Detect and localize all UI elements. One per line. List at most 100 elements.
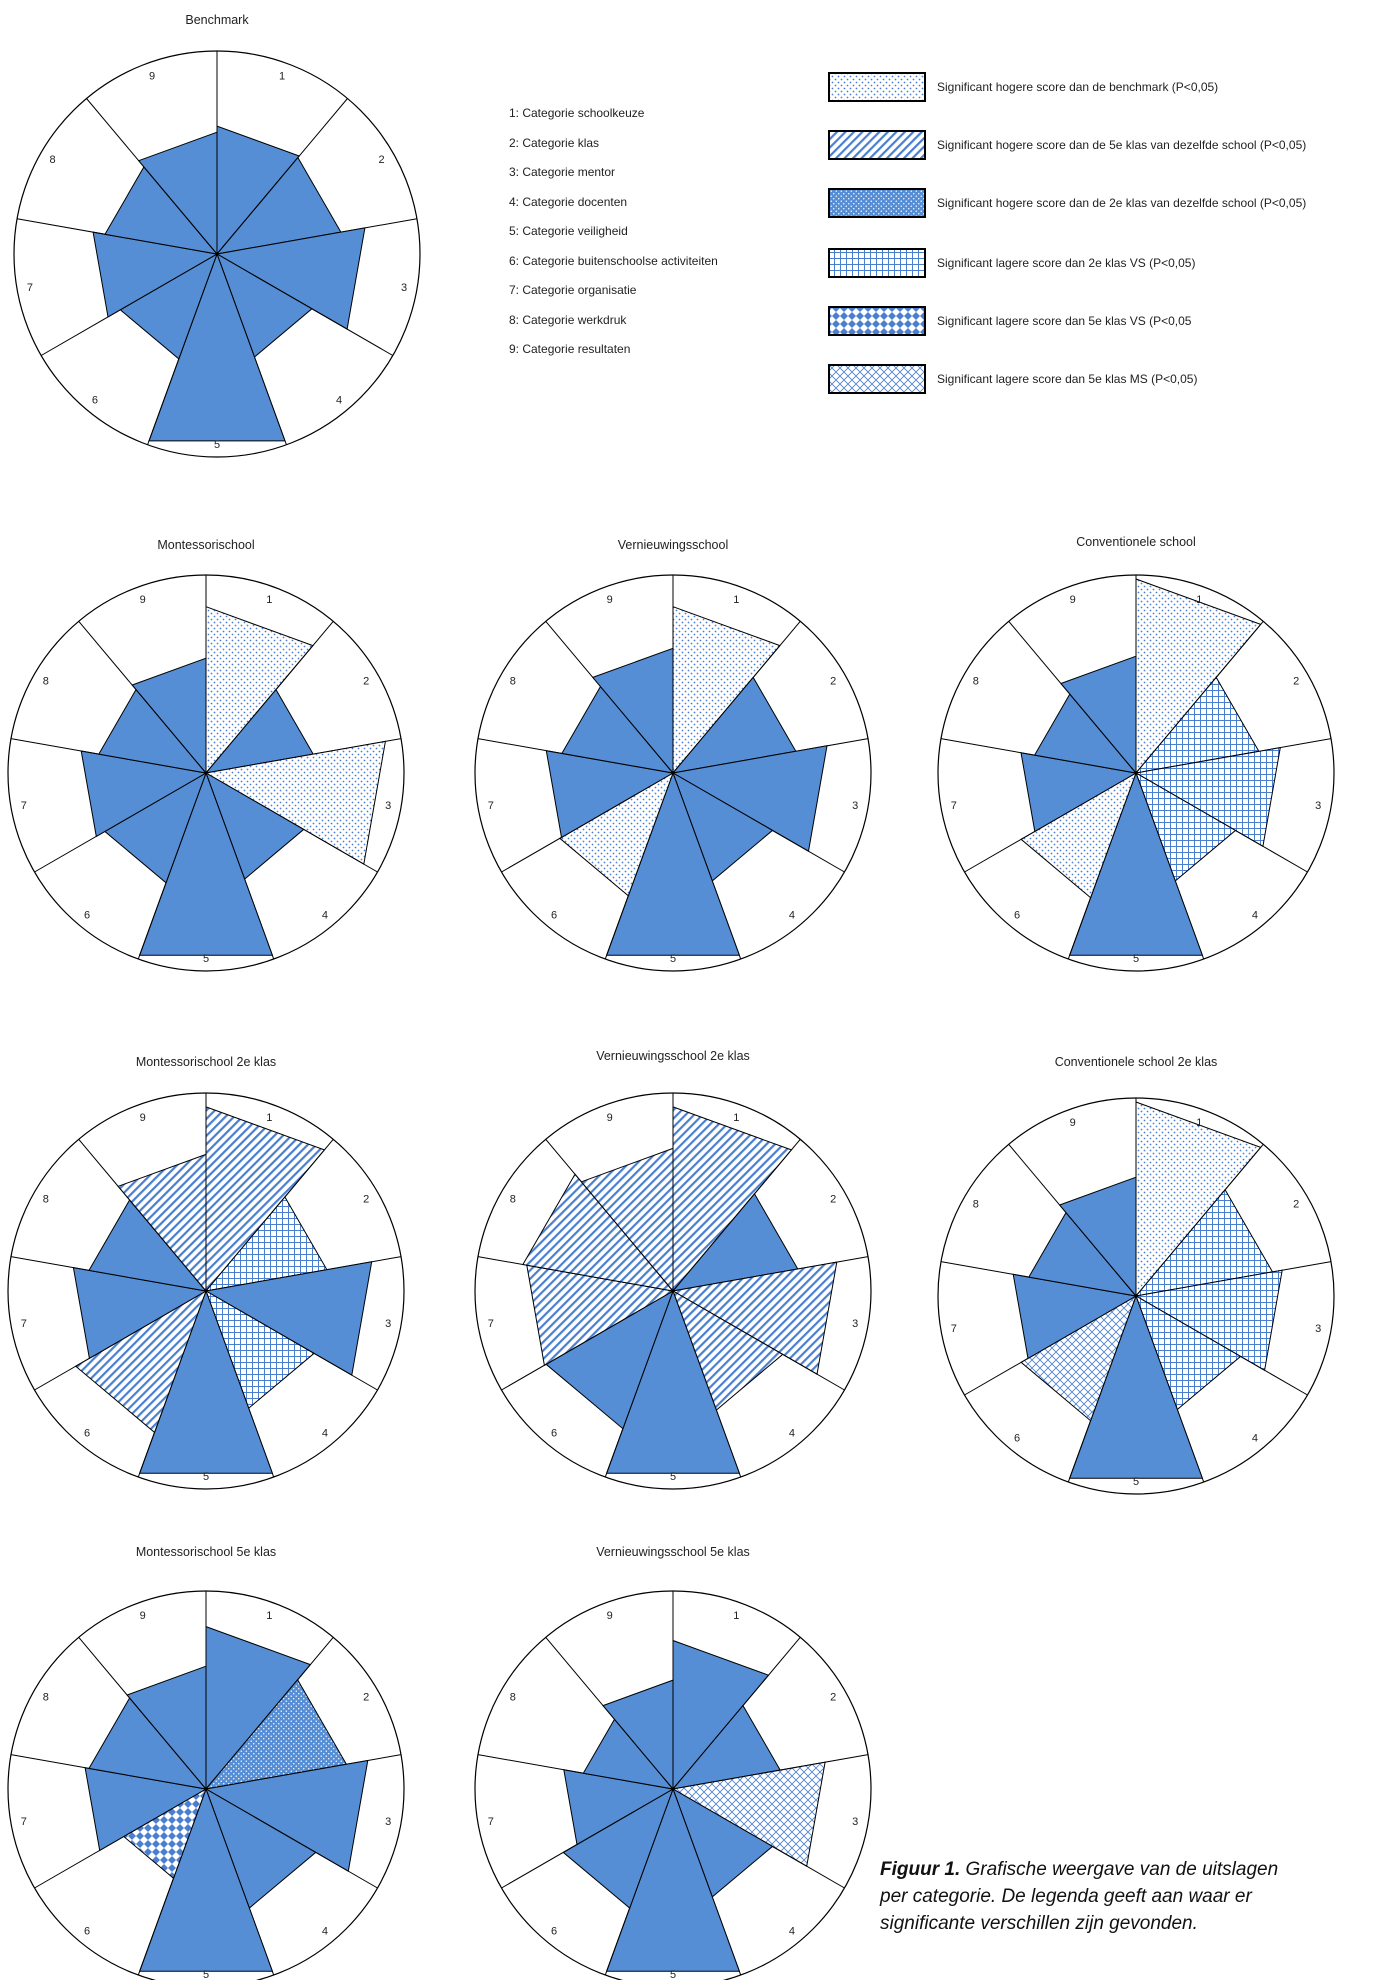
radar-chart: Montessorischool 2e klas 1 2 3 4 5 6 7 8 9 [7, 1055, 405, 1490]
radar-chart: Conventionele school 1 2 3 4 5 6 7 8 9 [937, 535, 1335, 972]
radar-axis-label: 3 [852, 800, 858, 812]
radar-axis-label: 6 [551, 910, 557, 922]
chart-title: Vernieuwingsschool 5e klas [596, 1545, 750, 1559]
legend-text: Significant lagere score dan 5e klas VS … [937, 314, 1192, 328]
radar-axis-label: 2 [363, 1692, 369, 1704]
radar-axis-label: 6 [1014, 1433, 1020, 1445]
radar-axis-label: 2 [363, 1194, 369, 1206]
radar-axis-label: 3 [852, 1816, 858, 1828]
radar-axis-label: 7 [951, 800, 957, 812]
chart-title: Benchmark [185, 13, 249, 27]
legend-swatch-bigdots [828, 188, 926, 218]
radar-sector [1058, 1176, 1137, 1298]
category-legend-item: 7: Categorie organisatie [509, 283, 637, 297]
radar-axis-label: 8 [43, 1692, 49, 1704]
radar-axis-label: 7 [488, 1816, 494, 1828]
radar-axis-label: 7 [488, 1318, 494, 1330]
caption-line: per categorie. De legenda geeft aan waar… [880, 1886, 1252, 1907]
category-legend-item: 1: Categorie schoolkeuze [509, 106, 645, 120]
radar-axis-label: 1 [733, 594, 739, 606]
radar-axis-label: 4 [336, 395, 342, 407]
legend-swatch-check [828, 306, 926, 336]
radar-axis-label: 4 [322, 1428, 328, 1440]
radar-axis-label: 1 [733, 1112, 739, 1124]
category-legend-item: 4: Categorie docenten [509, 195, 627, 209]
radar-axis-label: 5 [670, 1969, 676, 1980]
legend-text: Significant hogere score dan de 2e klas … [937, 196, 1306, 210]
radar-axis-label: 4 [322, 910, 328, 922]
radar-axis-label: 3 [1315, 1323, 1321, 1335]
radar-axis-label: 8 [510, 676, 516, 688]
radar-axis-label: 2 [363, 676, 369, 688]
chart-title: Vernieuwingsschool 2e klas [596, 1049, 750, 1063]
radar-axis-label: 8 [43, 676, 49, 688]
legend-swatch-dots [828, 72, 926, 102]
radar-axis-label: 3 [385, 1816, 391, 1828]
chart-title: Montessorischool [157, 538, 254, 552]
radar-axis-label: 6 [84, 1428, 90, 1440]
category-legend-item: 8: Categorie werkdruk [509, 313, 627, 327]
pattern-legend: Significant hogere score dan de benchmar… [828, 72, 1306, 394]
radar-axis-label: 9 [607, 1610, 613, 1622]
chart-title: Conventionele school [1076, 535, 1196, 549]
chart-title: Conventionele school 2e klas [1055, 1055, 1218, 1069]
radar-axis-label: 1 [266, 594, 272, 606]
figure-caption: Figuur 1. Grafische weergave van de uits… [880, 1856, 1374, 1937]
radar-chart: Montessorischool 5e klas 1 2 3 4 5 6 7 8 9 [7, 1545, 405, 1980]
legend-swatch-cross [828, 364, 926, 394]
radar-axis-label: 6 [84, 1926, 90, 1938]
radar-axis-label: 8 [973, 676, 979, 688]
radar-sector [131, 657, 207, 775]
legend-text: Significant hogere score dan de benchmar… [937, 80, 1218, 94]
radar-axis-label: 2 [378, 154, 384, 166]
radar-axis-label: 9 [1070, 1117, 1076, 1129]
radar-axis-label: 4 [789, 1926, 795, 1938]
radar-sector [137, 131, 218, 256]
radar-sector [580, 1147, 674, 1293]
radar-sector [602, 1679, 674, 1791]
radar-axis-label: 1 [266, 1112, 272, 1124]
radar-axis-label: 9 [1070, 594, 1076, 606]
radar-axis-label: 7 [951, 1323, 957, 1335]
radar-axis-label: 6 [1014, 910, 1020, 922]
radar-axis-label: 3 [385, 800, 391, 812]
radar-axis-label: 5 [670, 1471, 676, 1483]
chart-title: Montessorischool 5e klas [136, 1545, 276, 1559]
radar-axis-label: 3 [1315, 800, 1321, 812]
radar-axis-label: 4 [789, 1428, 795, 1440]
radar-axis-label: 4 [789, 910, 795, 922]
radar-axis-label: 9 [149, 71, 155, 83]
radar-axis-label: 5 [1133, 953, 1139, 965]
caption-line: significante verschillen zijn gevonden. [880, 1913, 1198, 1934]
radar-axis-label: 4 [1252, 910, 1258, 922]
radar-chart: Conventionele school 2e klas 1 2 3 4 5 6 7 8 9 [937, 1055, 1335, 1495]
radar-axis-label: 8 [43, 1194, 49, 1206]
radar-axis-label: 9 [140, 594, 146, 606]
radar-chart: Vernieuwingsschool 1 2 3 4 5 6 7 8 9 [474, 538, 872, 972]
radar-axis-label: 3 [401, 282, 407, 294]
radar-chart: Vernieuwingsschool 5e klas 1 2 3 4 5 6 7 8 9 [474, 1545, 872, 1980]
radar-axis-label: 7 [21, 1318, 27, 1330]
radar-axis-label: 6 [84, 910, 90, 922]
radar-axis-label: 8 [510, 1194, 516, 1206]
radar-axis-label: 7 [21, 800, 27, 812]
radar-axis-label: 8 [973, 1199, 979, 1211]
radar-axis-label: 2 [830, 1692, 836, 1704]
radar-axis-label: 9 [607, 594, 613, 606]
radar-axis-label: 5 [203, 1969, 209, 1980]
category-legend-item: 3: Categorie mentor [509, 165, 615, 179]
radar-axis-label: 4 [1252, 1433, 1258, 1445]
category-legend-item: 9: Categorie resultaten [509, 342, 630, 356]
caption-label: Figuur 1. [880, 1859, 961, 1880]
radar-axis-label: 5 [203, 953, 209, 965]
radar-axis-label: 9 [140, 1112, 146, 1124]
radar-axis-label: 1 [279, 71, 285, 83]
radar-axis-label: 2 [1293, 676, 1299, 688]
radar-axis-label: 9 [140, 1610, 146, 1622]
radar-axis-label: 1 [1196, 594, 1202, 606]
radar-axis-label: 5 [203, 1471, 209, 1483]
radar-axis-label: 5 [1133, 1476, 1139, 1488]
radar-axis-label: 1 [266, 1610, 272, 1622]
category-legend-item: 6: Categorie buitenschoolse activiteiten [509, 254, 718, 268]
